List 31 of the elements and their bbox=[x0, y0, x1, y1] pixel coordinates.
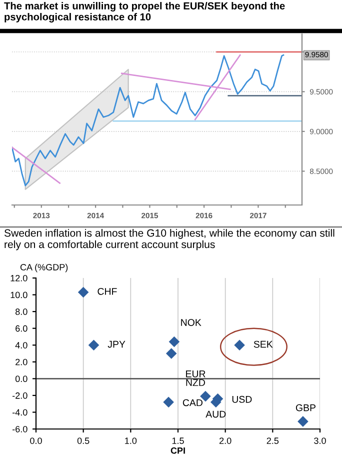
y-tick-label: 8.0 bbox=[16, 308, 28, 315]
data-label: AUD bbox=[206, 410, 226, 418]
x-axis-title: CPI bbox=[170, 447, 185, 454]
annotation: SEK bbox=[254, 340, 273, 348]
x-tick-label: 1.5 bbox=[172, 438, 184, 444]
x-tick-label: 1.0 bbox=[125, 438, 137, 444]
data-label: NOK bbox=[181, 319, 202, 326]
y-tick-label: 4.0 bbox=[15, 342, 28, 348]
data-label: EUR bbox=[186, 370, 206, 378]
data-label: USD bbox=[232, 396, 252, 403]
data-label: NZD bbox=[186, 379, 205, 386]
x-tick-label: 3.0 bbox=[314, 438, 326, 444]
data-label: CHF bbox=[98, 288, 117, 295]
x-tick-label: 0.5 bbox=[77, 438, 90, 444]
data-label: JPY bbox=[108, 340, 126, 348]
x-tick-label: 2.5 bbox=[266, 438, 279, 444]
y-axis-title: CA (%GDP) bbox=[20, 264, 68, 272]
data-label: GBP bbox=[296, 404, 316, 412]
data-label: CAD bbox=[182, 399, 202, 406]
y-tick-label: 0.0 bbox=[15, 376, 28, 382]
y-tick-label: -4.0 bbox=[12, 409, 28, 416]
y-tick-label: 10.0 bbox=[10, 292, 28, 298]
x-tick-label: 2.0 bbox=[220, 438, 232, 444]
chart-title: Sweden inflation is almost the G10 highest, while the economy can still rely on a comfortable current account surplus bbox=[4, 229, 334, 250]
y-tick-label: -6.0 bbox=[12, 426, 28, 432]
y-tick-label: 12.0 bbox=[10, 274, 28, 282]
y-tick-label: 2.0 bbox=[16, 358, 28, 366]
y-tick-label: -2.0 bbox=[12, 392, 28, 399]
x-tick-label: 0.0 bbox=[30, 438, 42, 444]
y-tick-label: 6.0 bbox=[16, 325, 28, 332]
chart-title: The market is unwilling to propel the EUR/SEK beyond the psychological resistance of 10 bbox=[4, 2, 285, 22]
